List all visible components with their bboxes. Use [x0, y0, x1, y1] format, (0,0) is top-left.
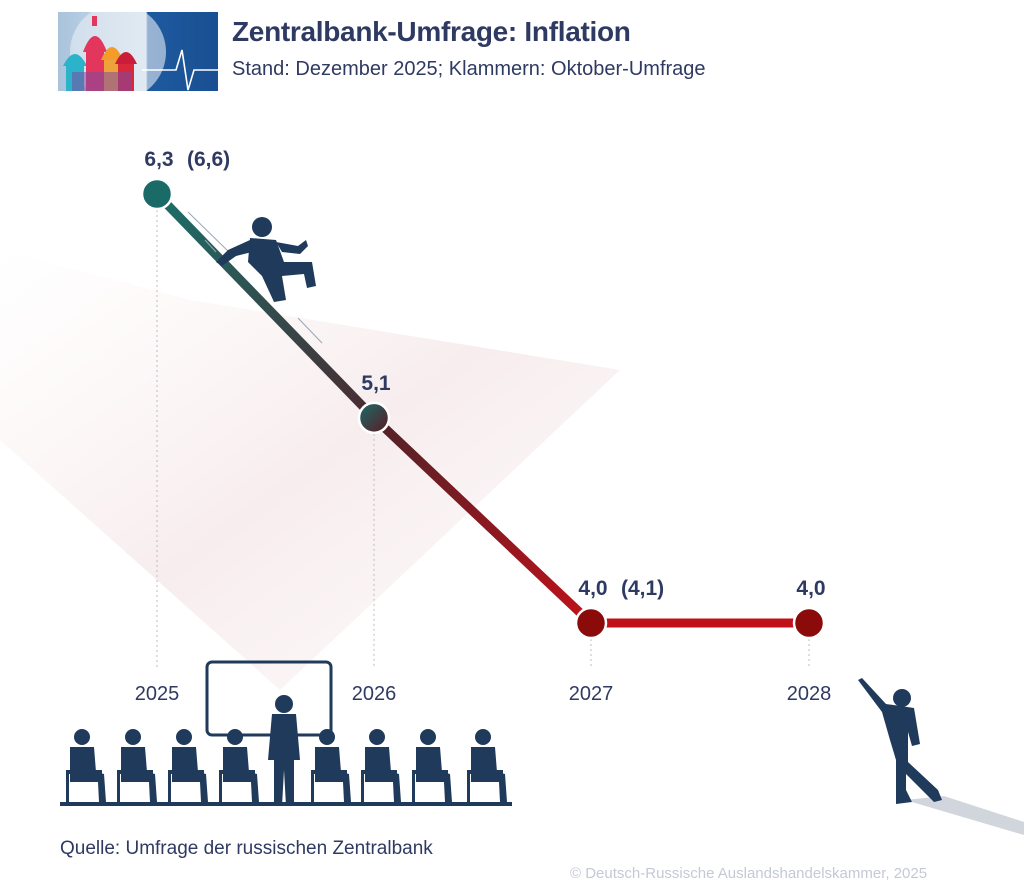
value-labels: 6,3 (6,6) 5,1 4,0 (4,1) 4,0	[144, 148, 825, 600]
data-point-2028	[792, 606, 826, 640]
chart-title: Zentralbank-Umfrage: Inflation	[232, 16, 631, 47]
value-label-2026: 5,1	[361, 372, 391, 395]
source-note: Quelle: Umfrage der russischen Zentralba…	[60, 838, 433, 859]
audience-person	[117, 729, 157, 802]
chart-subtitle: Stand: Dezember 2025; Klammern: Oktober-…	[232, 58, 706, 80]
series-line	[153, 190, 809, 628]
data-point-2026	[357, 401, 391, 435]
audience-person	[168, 729, 208, 802]
audience-person	[219, 729, 259, 802]
value-label-2028: 4,0	[796, 577, 825, 600]
vertical-guides	[156, 210, 810, 668]
pointing-man-illustration	[858, 678, 1024, 835]
x-tick-2027: 2027	[569, 683, 614, 705]
line-segment-2025-2026	[153, 190, 378, 421]
audience-person	[311, 729, 351, 802]
audience-person	[467, 729, 507, 802]
x-axis-ticks: 2025 2026 2027 2028	[135, 683, 832, 705]
motion-streaks	[187, 211, 323, 344]
header-logo	[58, 12, 218, 91]
x-tick-2025: 2025	[135, 683, 180, 705]
line-segment-2026-2027	[370, 414, 595, 627]
audience-illustration	[60, 660, 512, 806]
previous-survey-label-2027: (4,1)	[621, 577, 664, 600]
data-points	[140, 177, 826, 640]
value-label-2025: 6,3	[144, 148, 173, 171]
audience-person	[361, 729, 401, 802]
data-point-2027	[574, 606, 608, 640]
x-tick-2026: 2026	[352, 683, 397, 705]
value-label-2027: 4,0	[578, 577, 607, 600]
audience-person	[412, 729, 452, 802]
sliding-man-illustration	[216, 217, 316, 302]
audience-person	[66, 729, 106, 802]
previous-survey-label-2025: (6,6)	[187, 148, 230, 171]
data-point-2025	[140, 177, 174, 211]
copyright-note: © Deutsch-Russische Auslandshandelskamme…	[570, 865, 928, 882]
x-tick-2028: 2028	[787, 683, 832, 705]
background-glow	[0, 250, 620, 690]
